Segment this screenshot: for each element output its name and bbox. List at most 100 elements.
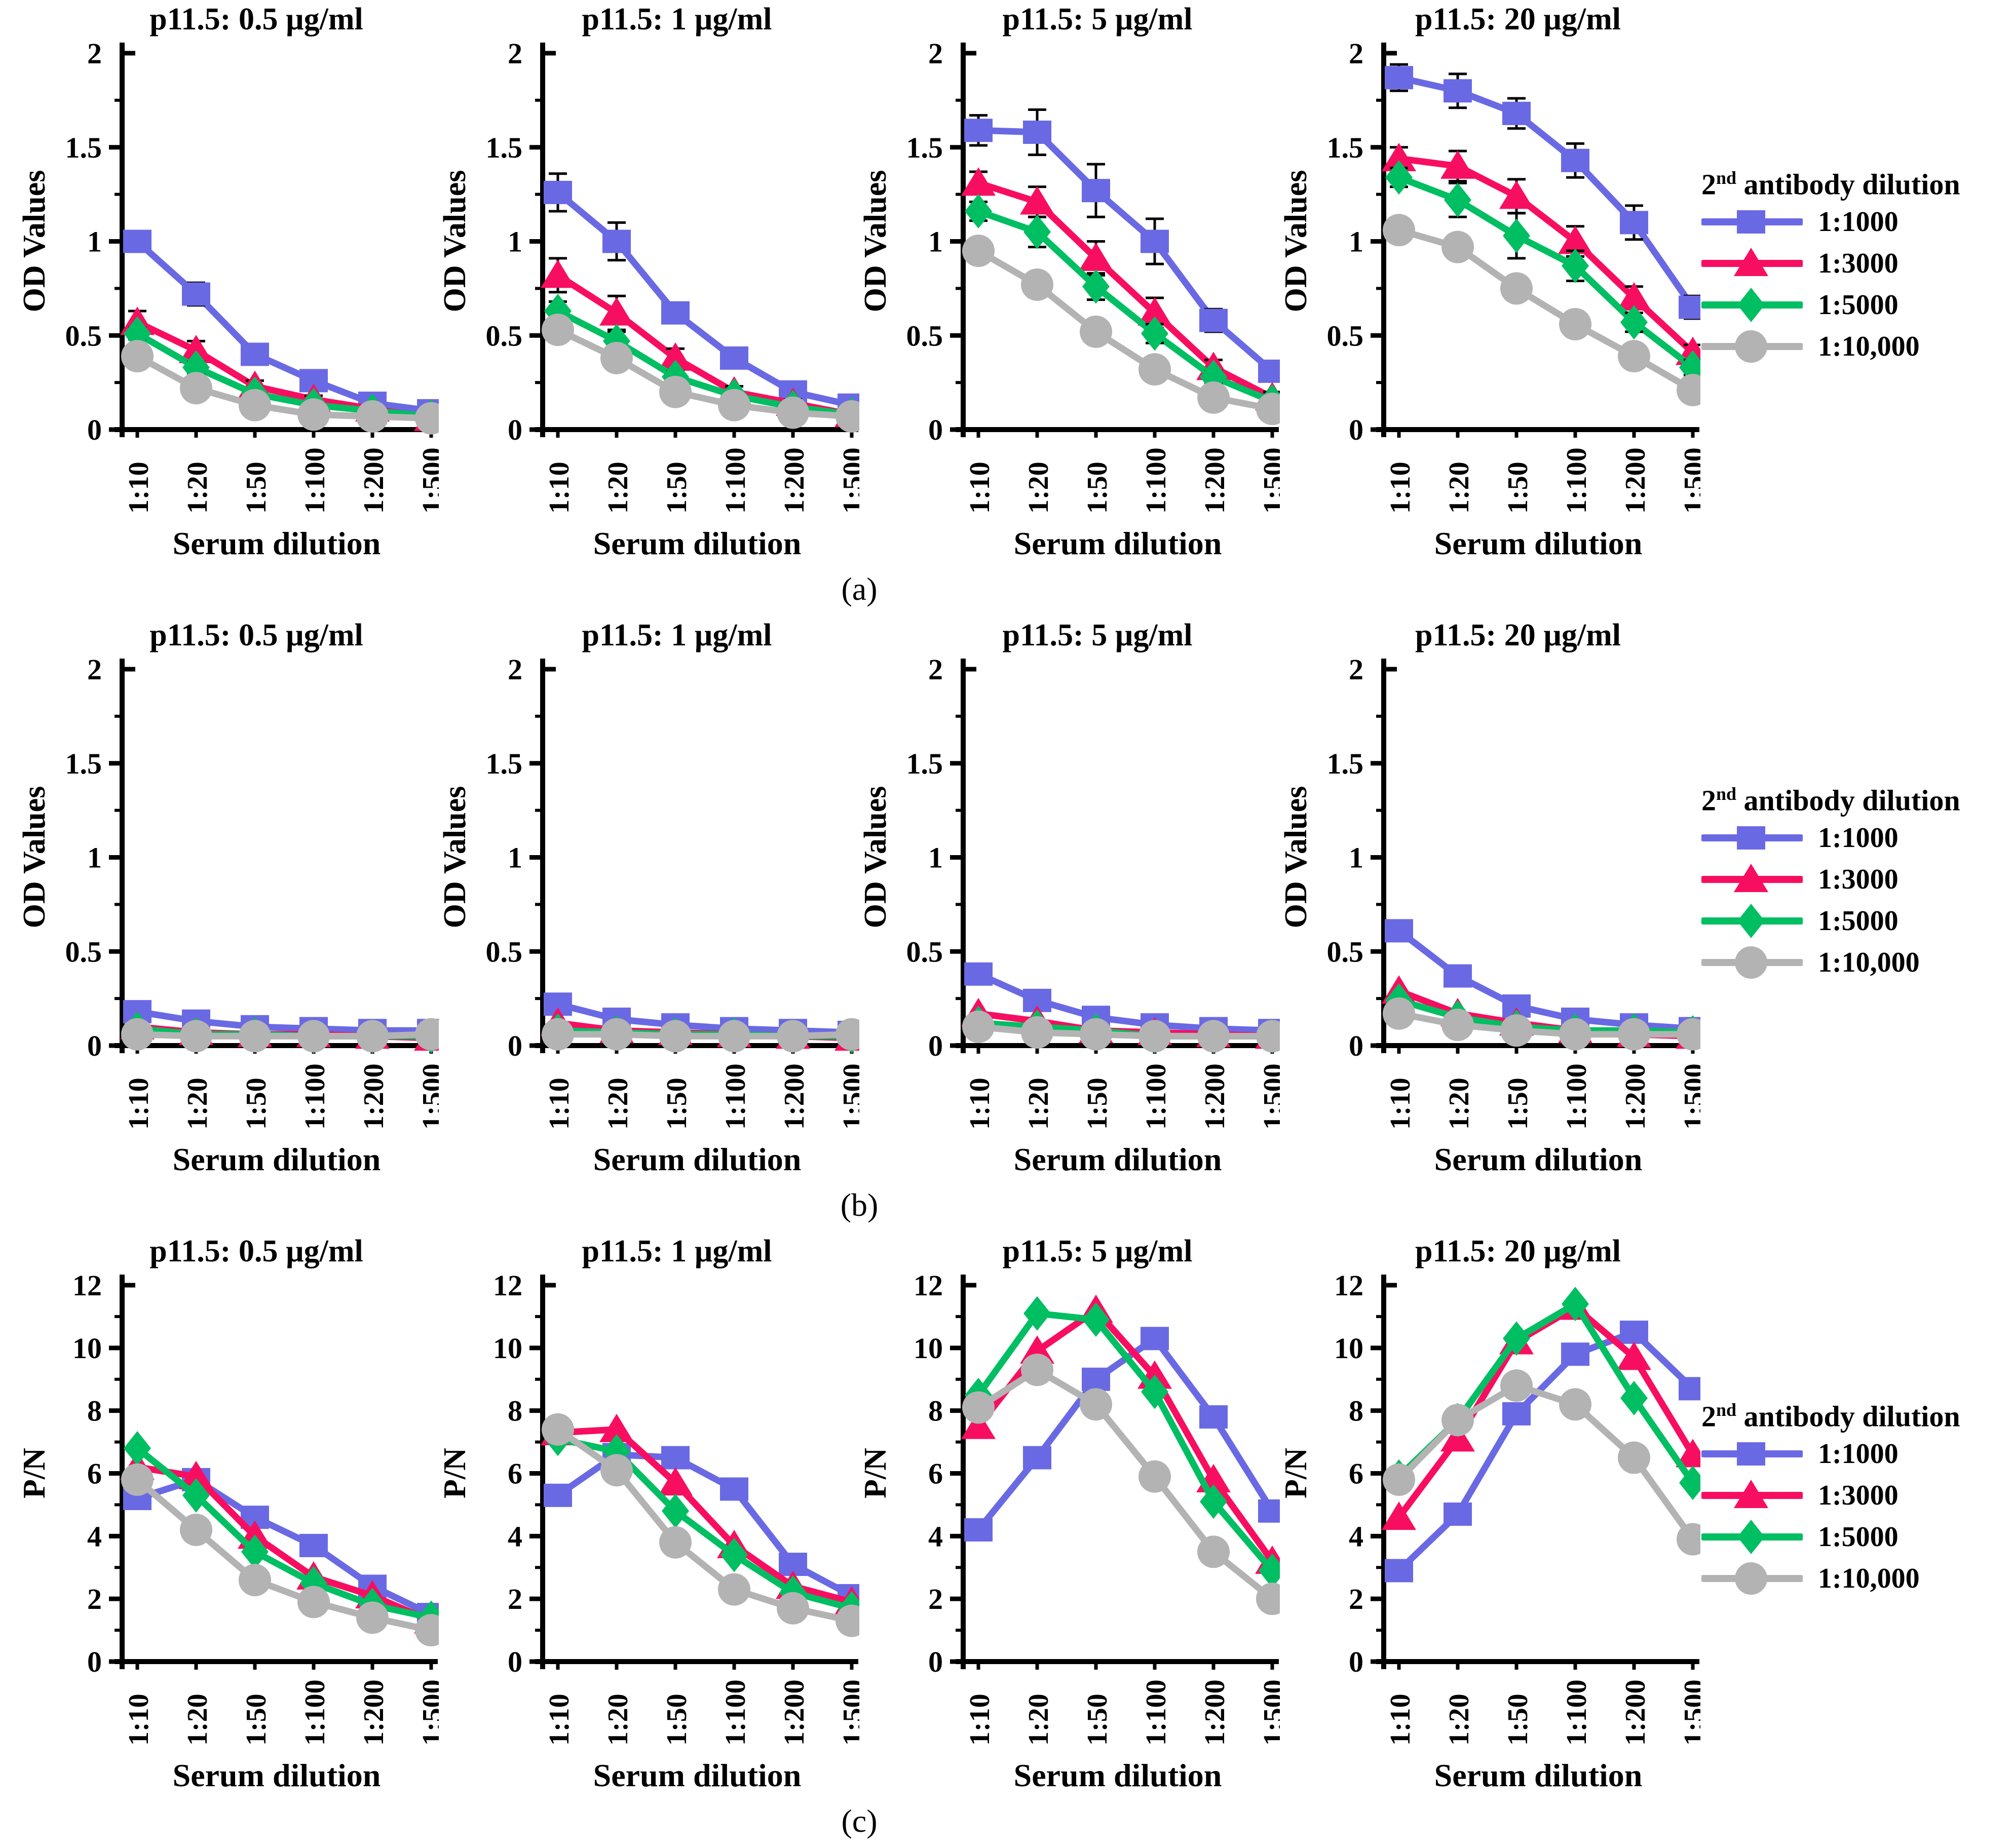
marker-circle — [718, 389, 750, 421]
marker-circle — [180, 1513, 212, 1546]
x-axis-label: Serum dilution — [1014, 1141, 1222, 1177]
marker-square — [720, 346, 748, 370]
y-tick-label: 10 — [493, 1332, 522, 1365]
y-tick-label: 2 — [1349, 1583, 1363, 1615]
y-tick-label: 4 — [928, 1520, 943, 1553]
subplot-c-0.5ugml: p11.5: 0.5 µg/ml P/N 0 2 4 6 8 10 12 1:10 1:20 1:50… — [18, 1232, 439, 1797]
marker-circle — [121, 1463, 154, 1496]
chart-canvas: p11.5: 1 µg/ml P/N 0 2 4 6 8 10 12 1:10 1:20 1:50 1:… — [439, 1234, 859, 1793]
subplot-c-1ugml: p11.5: 1 µg/ml P/N 0 2 4 6 8 10 12 1:10 1:20 1:50 1:… — [439, 1232, 859, 1797]
series-1:10,000 — [962, 1354, 1280, 1615]
marker-triangle — [179, 1460, 213, 1489]
marker-circle — [1618, 1018, 1650, 1051]
marker-diamond — [662, 1493, 689, 1528]
marker-square — [1679, 1377, 1700, 1401]
y-tick-label: 1.5 — [486, 131, 523, 164]
y-tick-label: 12 — [493, 1269, 522, 1302]
marker-square — [1561, 148, 1589, 172]
marker-circle — [1021, 1016, 1053, 1049]
x-axis-label: Serum dilution — [173, 525, 381, 561]
y-tick-label: 2 — [508, 37, 522, 70]
marker-triangle — [1499, 180, 1534, 209]
chart-title: p11.5: 0.5 µg/ml — [149, 1234, 363, 1268]
marker-circle — [1383, 997, 1415, 1030]
x-tick-label: 1:50 — [241, 1693, 272, 1746]
x-tick-label: 1:50 — [1502, 461, 1534, 514]
legend-panel-b: 2nd antibody dilution 1:1000 1:3000 1:50… — [1701, 783, 1990, 983]
marker-circle — [180, 372, 212, 405]
y-axis-label: OD Values — [1280, 786, 1313, 929]
x-tick-label: 1:500 — [1258, 447, 1280, 514]
x-tick-label: 1:500 — [1679, 447, 1700, 514]
series-1:5000 — [1385, 160, 1700, 385]
legend-item-1-1000: 1:1000 — [1701, 201, 1990, 243]
y-tick-label: 6 — [1349, 1457, 1363, 1490]
subplot-b-0.5ugml: p11.5: 0.5 µg/ml OD Values 0 0.5 1 1.5 2 1:10 1:… — [18, 616, 439, 1181]
chart-canvas: p11.5: 5 µg/ml P/N 0 2 4 6 8 10 12 1:10 1:20 1:50 1:… — [859, 1234, 1280, 1793]
series-1:1000 — [544, 1443, 859, 1607]
y-tick-label: 0 — [1349, 413, 1363, 446]
marker-square — [544, 180, 572, 204]
x-tick-label: 1:50 — [1502, 1077, 1534, 1130]
marker-diamond — [1737, 1520, 1765, 1555]
x-tick-label: 1:100 — [299, 1063, 331, 1130]
x-tick-label: 1:500 — [1679, 1679, 1700, 1746]
chart-canvas: p11.5: 0.5 µg/ml OD Values 0 0.5 1 1.5 2 1:10 1:… — [18, 618, 439, 1177]
legend-swatch-square-icon — [1701, 826, 1803, 850]
marker-square — [1023, 121, 1051, 144]
marker-diamond — [1082, 269, 1110, 304]
marker-circle — [1021, 268, 1053, 301]
x-tick-label: 1:100 — [720, 1063, 751, 1130]
x-tick-label: 1:500 — [1258, 1063, 1280, 1130]
legend-label: 1:5000 — [1818, 905, 1899, 937]
marker-circle — [1138, 1460, 1171, 1493]
y-tick-label: 0.5 — [486, 935, 523, 968]
y-tick-label: 4 — [87, 1520, 102, 1553]
series-1:10,000 — [1383, 214, 1700, 406]
legend-label: 1:10,000 — [1818, 947, 1920, 979]
marker-circle — [777, 1592, 809, 1625]
series-line — [1395, 155, 1696, 356]
y-tick-label: 8 — [928, 1395, 943, 1428]
marker-circle — [1080, 1388, 1112, 1421]
panel-b-plots: p11.5: 0.5 µg/ml OD Values 0 0.5 1 1.5 2 1:10 1:… — [0, 616, 2012, 1181]
marker-triangle — [1676, 1439, 1700, 1468]
marker-diamond — [124, 1431, 151, 1466]
marker-diamond — [1562, 1287, 1589, 1322]
y-tick-label: 0.5 — [486, 319, 523, 352]
marker-square — [1620, 1320, 1648, 1344]
x-axis-label: Serum dilution — [593, 1141, 802, 1177]
y-tick-label: 1 — [1349, 225, 1363, 258]
series-1:3000 — [1382, 143, 1700, 365]
x-axis-label: Serum dilution — [1434, 525, 1643, 561]
marker-circle — [1500, 1369, 1533, 1402]
legend-swatch-circle-icon — [1701, 946, 1803, 979]
marker-circle — [356, 400, 389, 433]
y-tick-label: 12 — [914, 1269, 943, 1302]
y-tick-label: 6 — [508, 1457, 522, 1490]
chart-title: p11.5: 0.5 µg/ml — [149, 2, 363, 36]
legend-label: 1:10,000 — [1818, 331, 1920, 363]
marker-circle — [297, 398, 330, 431]
y-axis-label: P/N — [859, 1448, 893, 1498]
legend-title: 2nd antibody dilution — [1701, 1400, 1960, 1433]
marker-triangle — [658, 342, 693, 371]
y-tick-label: 1.5 — [65, 747, 102, 780]
marker-triangle — [961, 167, 996, 196]
marker-circle — [1559, 1388, 1591, 1421]
x-axis-label: Serum dilution — [1014, 1757, 1222, 1793]
marker-square — [1141, 1327, 1169, 1351]
y-tick-label: 0.5 — [65, 935, 102, 968]
series-1:10,000 — [542, 1413, 859, 1637]
series-line — [134, 1464, 435, 1624]
marker-square — [1444, 1502, 1472, 1526]
series-1:10,000 — [542, 1018, 859, 1053]
marker-triangle — [599, 297, 634, 326]
marker-square — [661, 1446, 690, 1470]
legend-item-1-10000: 1:10,000 — [1701, 942, 1990, 983]
x-tick-label: 1:50 — [661, 461, 693, 514]
legend-swatch-circle-icon — [1701, 1562, 1803, 1595]
marker-square — [1258, 359, 1280, 383]
marker-diamond — [1737, 904, 1765, 939]
x-tick-label: 1:20 — [1444, 1077, 1475, 1130]
